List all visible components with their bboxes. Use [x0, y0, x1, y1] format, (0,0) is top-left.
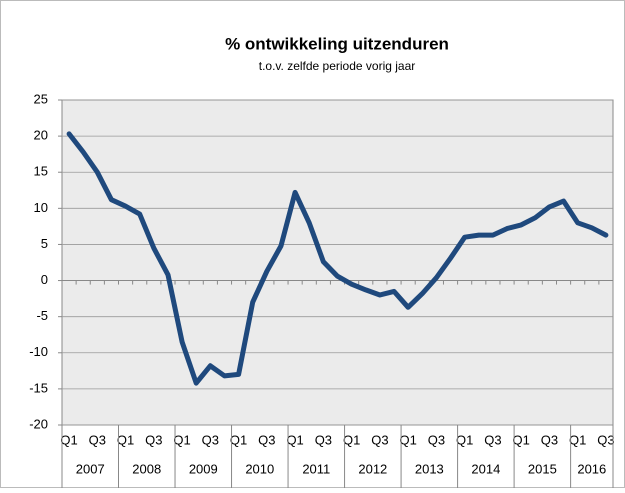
y-tick-label: 10 [34, 200, 48, 215]
x-group-label: 2013 [415, 461, 444, 476]
line-series [66, 131, 609, 386]
y-tick-label: 25 [34, 91, 48, 106]
plot-area [61, 99, 614, 426]
x-tick-label: Q3 [202, 432, 219, 447]
x-tick-label: Q1 [456, 432, 473, 447]
x-group-label: 2008 [132, 461, 161, 476]
y-tick-label: -10 [29, 344, 48, 359]
x-tick-label: Q1 [230, 432, 247, 447]
x-group-label: 2011 [302, 461, 330, 476]
x-tick-label: Q1 [512, 432, 529, 447]
x-tick-label: Q3 [371, 432, 388, 447]
x-tick-label: Q3 [428, 432, 445, 447]
x-tick-label: Q1 [343, 432, 360, 447]
y-tick-label: 0 [41, 272, 48, 287]
x-tick-label: Q3 [484, 432, 501, 447]
x-group-label: 2007 [76, 461, 105, 476]
x-tick-label: Q3 [597, 432, 614, 447]
x-tick-label: Q3 [145, 432, 162, 447]
chart-subtitle: t.o.v. zelfde periode vorig jaar [259, 59, 416, 73]
x-group-label: 2014 [471, 461, 500, 476]
y-tick-label: 5 [41, 236, 48, 251]
x-tick-label: Q3 [258, 432, 275, 447]
y-tick-label: 15 [34, 164, 48, 179]
x-tick-label: Q3 [89, 432, 106, 447]
x-tick-label: Q1 [60, 432, 77, 447]
x-tick-label: Q3 [315, 432, 332, 447]
y-tick-label: -5 [36, 308, 48, 323]
chart-title: % ontwikkeling uitzenduren [225, 34, 449, 53]
x-tick-label: Q1 [173, 432, 190, 447]
x-group-label: 2010 [245, 461, 274, 476]
x-tick-label: Q1 [117, 432, 134, 447]
x-tick-label: Q1 [399, 432, 416, 447]
x-group-label: 2016 [577, 461, 606, 476]
y-tick-label: 20 [34, 128, 48, 143]
x-group-label: 2012 [358, 461, 387, 476]
x-tick-label: Q1 [286, 432, 303, 447]
x-tick-label: Q1 [569, 432, 586, 447]
y-tick-label: -15 [29, 380, 48, 395]
y-tick-label: -20 [29, 416, 48, 431]
x-group-label: 2015 [528, 461, 557, 476]
x-tick-label: Q3 [541, 432, 558, 447]
x-group-label: 2009 [189, 461, 218, 476]
